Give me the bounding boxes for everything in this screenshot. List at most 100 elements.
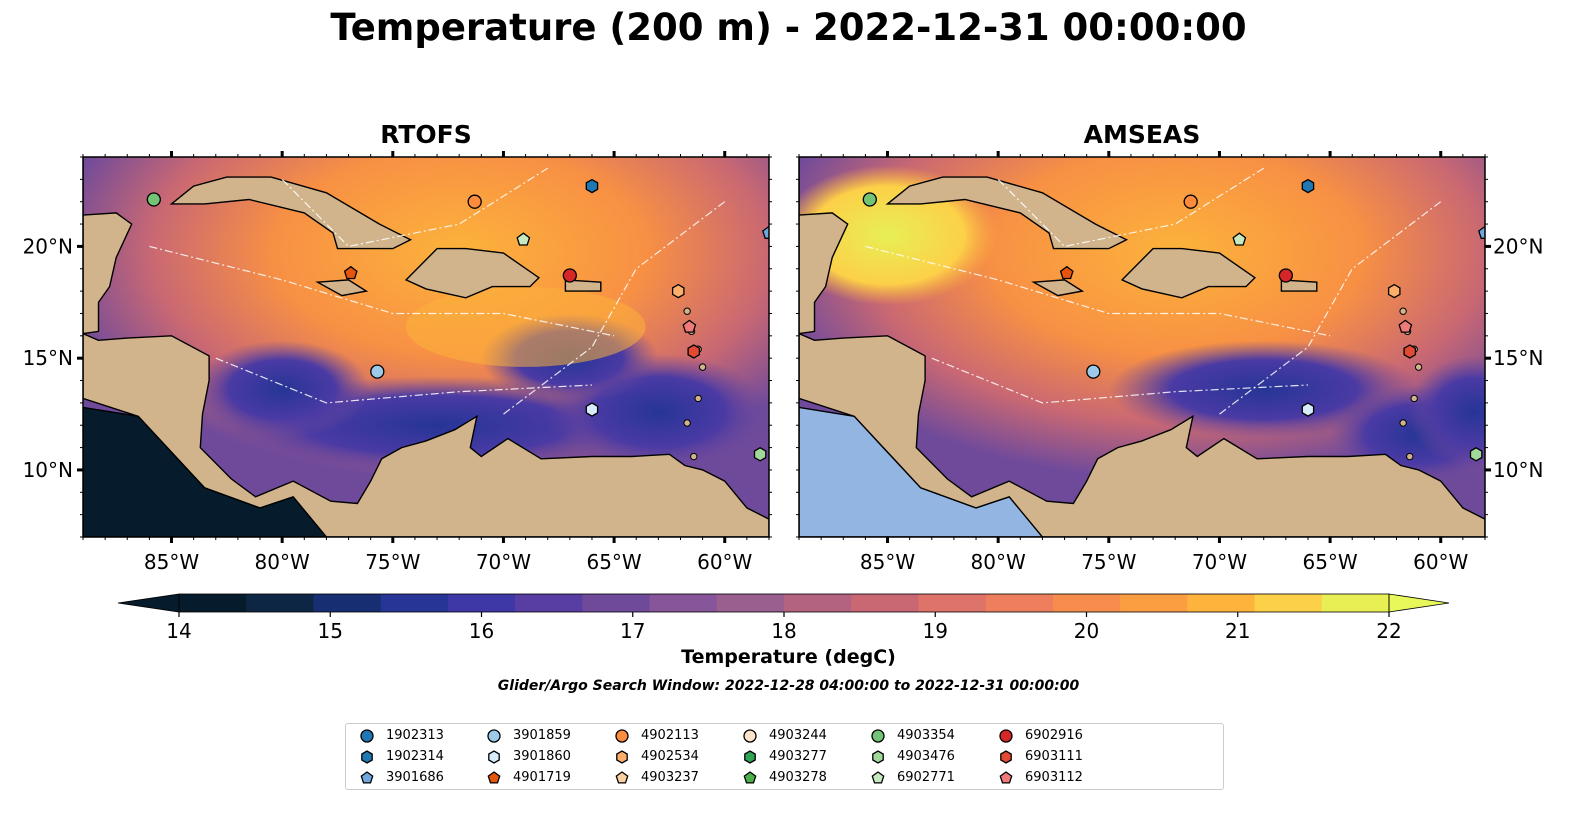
- float-marker-3901686: [762, 225, 769, 239]
- warm-anomaly: [405, 286, 646, 367]
- land-jamaica: [315, 279, 369, 297]
- float-marker-6902916: [1278, 268, 1293, 283]
- float-marker-4902534: [671, 283, 685, 299]
- legend-marker: [360, 770, 374, 784]
- eez-boundary: [281, 167, 549, 248]
- float-marker-4902113: [467, 194, 482, 209]
- legend-label: 4901719: [513, 770, 571, 785]
- circle-marker-icon: [871, 728, 885, 743]
- float-marker-6903111: [1403, 344, 1417, 359]
- colorbar-tick-label: 19: [923, 619, 948, 643]
- cold-anomaly: [193, 340, 371, 439]
- legend-marker: [744, 749, 756, 764]
- float-marker-3901860: [585, 402, 599, 417]
- legend-entry-6902916: 6902916: [999, 728, 1083, 744]
- colorbar-segment: [380, 594, 449, 612]
- legend-marker: [872, 749, 884, 764]
- island: [1406, 452, 1414, 461]
- legend-entry-4902113: 4902113: [615, 728, 699, 744]
- land-cuba: [169, 176, 413, 250]
- colorbar-tick-label: 14: [166, 619, 191, 643]
- panel-title-rtofs: RTOFS: [380, 120, 472, 149]
- lat-tick-label: 20°N: [1493, 234, 1543, 258]
- legend-marker: [743, 770, 757, 784]
- legend-entry-3901686: 3901686: [360, 770, 444, 786]
- pentagon-marker-icon: [360, 770, 374, 784]
- panel-title-amseas: AMSEAS: [1083, 120, 1201, 149]
- legend-marker: [488, 749, 500, 764]
- colorbar-segment: [649, 594, 718, 612]
- pentagon-marker-icon: [487, 770, 501, 784]
- hexagon-marker-icon: [1000, 749, 1012, 764]
- lat-tick-label: 15°N: [1493, 346, 1543, 370]
- island: [690, 452, 698, 461]
- float-marker-4902113: [1183, 194, 1198, 209]
- chart-title: Temperature (200 m) - 2022-12-31 00:00:0…: [330, 6, 1247, 49]
- land-puerto-rico: [564, 279, 602, 292]
- colorbar-segment: [1187, 594, 1256, 612]
- colorbar-segment: [582, 594, 651, 612]
- land-jamaica: [1031, 279, 1085, 297]
- island: [683, 419, 691, 427]
- map-panel-amseas: 85°W 80°W 75°W 70°W 65°W 60°W 20°N 15°N 10°N: [796, 151, 1543, 574]
- legend-entry-4902534: 4902534: [615, 749, 699, 765]
- circle-marker-icon: [743, 728, 757, 743]
- lon-tick-label: 65°W: [1302, 550, 1357, 574]
- float-marker-1902314: [1301, 178, 1315, 194]
- eez-boundary: [931, 357, 1309, 404]
- legend-marker: [999, 770, 1013, 784]
- lon-tick-label: 80°W: [255, 550, 310, 574]
- map-frame: [82, 156, 770, 538]
- lon-tick-label: 60°W: [697, 550, 752, 574]
- legend-marker: [487, 770, 501, 784]
- float-marker-4901719: [1059, 265, 1074, 280]
- land-hispaniola: [1120, 247, 1256, 299]
- colorbar-tick-label: 17: [620, 619, 645, 643]
- map-frame: [798, 156, 1486, 538]
- colorbar-segment: [784, 594, 852, 612]
- float-marker-3901686: [1478, 225, 1485, 239]
- lon-tick-label: 75°W: [1081, 550, 1136, 574]
- float-marker-4903354: [862, 192, 877, 207]
- float-marker-6903111: [687, 344, 701, 359]
- legend-label: 3901686: [386, 770, 444, 785]
- land-central-south-america: [799, 332, 1485, 537]
- legend-marker: [616, 749, 628, 764]
- float-marker-3901859: [1086, 364, 1101, 379]
- colorbar: 14 15 16 17 18 19 20 21 22: [117, 593, 1450, 643]
- land-puerto-rico: [1280, 279, 1318, 292]
- legend-marker: [871, 770, 885, 784]
- pentagon-marker-icon: [743, 770, 757, 784]
- land-hispaniola: [404, 247, 540, 299]
- legend-entry-6903112: 6903112: [999, 770, 1083, 786]
- colorbar-tick-label: 22: [1376, 619, 1401, 643]
- legend-entry-6903111: 6903111: [999, 749, 1083, 765]
- colorbar-segment: [1254, 594, 1323, 612]
- legend-entry-1902313: 1902313: [360, 728, 444, 744]
- lat-tick-label: 20°N: [23, 234, 73, 258]
- lon-tick-label: 65°W: [586, 550, 641, 574]
- legend-label: 4902534: [641, 749, 699, 764]
- eez-boundary: [149, 245, 615, 337]
- float-marker-6903112: [1398, 319, 1413, 333]
- circle-marker-icon: [487, 728, 501, 743]
- lon-tick-label: 80°W: [971, 550, 1026, 574]
- colorbar-tick-label: 20: [1074, 619, 1099, 643]
- legend-entry-4903277: 4903277: [743, 749, 827, 765]
- colorbar-extend-max: [1388, 593, 1450, 613]
- island: [1399, 307, 1407, 315]
- legend-entry-4903237: 4903237: [615, 770, 699, 786]
- float-marker-4903476: [753, 447, 767, 462]
- float-marker-3901860: [1301, 402, 1315, 417]
- float-marker-4903476: [1469, 447, 1483, 462]
- island: [683, 307, 691, 315]
- lon-tick-label: 60°W: [1413, 550, 1468, 574]
- legend-marker: [361, 749, 373, 764]
- legend-label: 4903354: [897, 728, 955, 743]
- colorbar-extend-min: [117, 593, 180, 613]
- float-marker-6903112: [682, 319, 697, 333]
- lon-tick-label: 85°W: [144, 550, 199, 574]
- colorbar-segment: [918, 594, 987, 612]
- lon-tick-label: 70°W: [476, 550, 531, 574]
- eez-boundary: [1219, 201, 1442, 415]
